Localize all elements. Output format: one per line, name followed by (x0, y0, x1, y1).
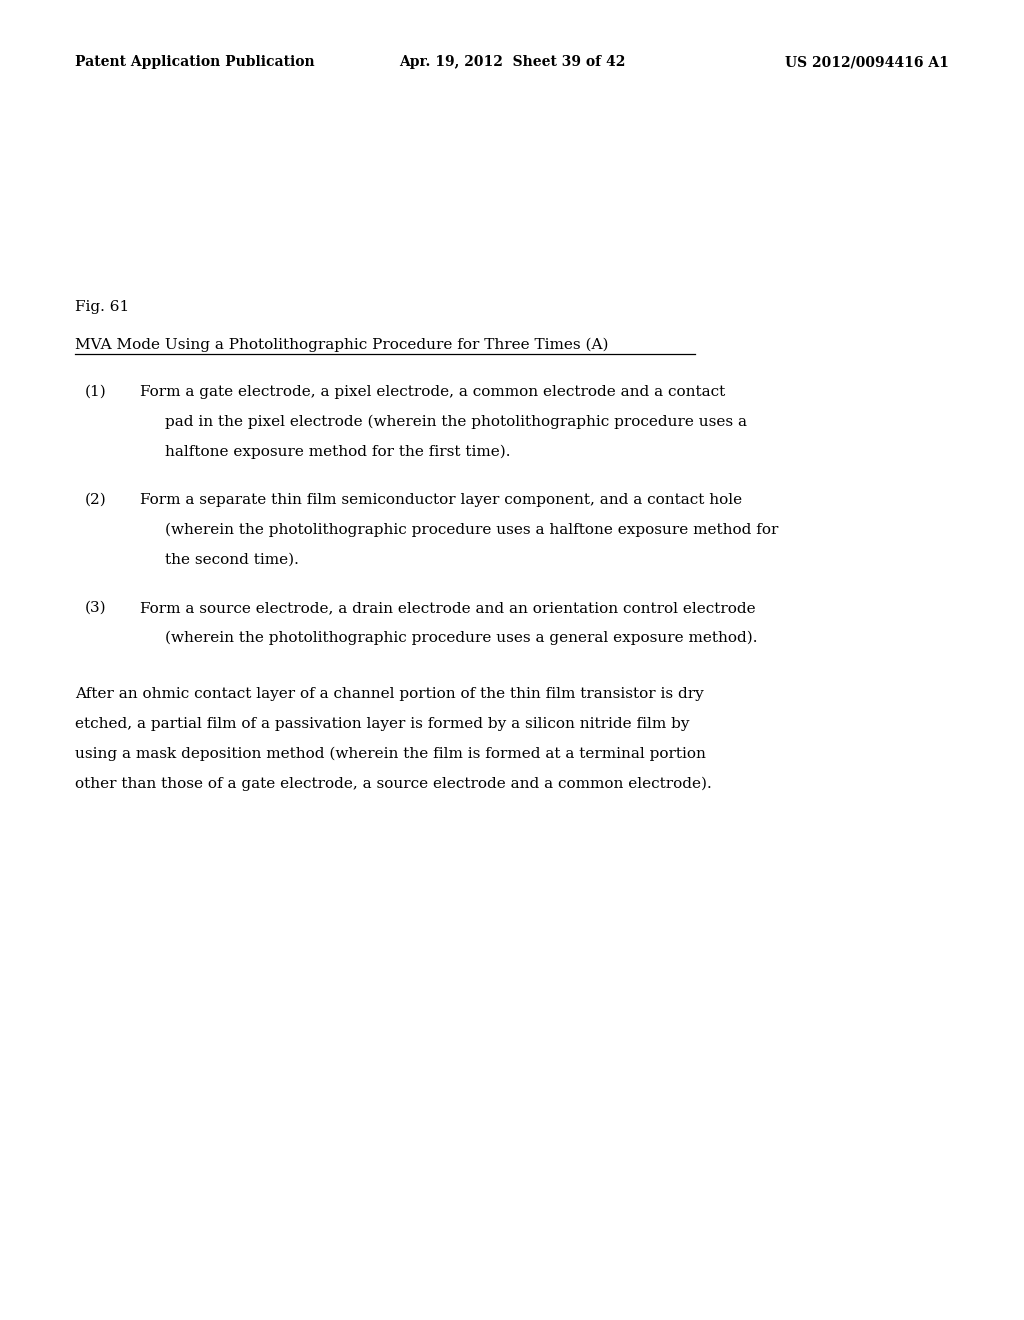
Text: (3): (3) (85, 601, 106, 615)
Text: (wherein the photolithographic procedure uses a halftone exposure method for: (wherein the photolithographic procedure… (165, 523, 778, 537)
Text: Form a gate electrode, a pixel electrode, a common electrode and a contact: Form a gate electrode, a pixel electrode… (140, 385, 725, 399)
Text: using a mask deposition method (wherein the film is formed at a terminal portion: using a mask deposition method (wherein … (75, 747, 706, 762)
Text: halftone exposure method for the first time).: halftone exposure method for the first t… (165, 445, 511, 459)
Text: (wherein the photolithographic procedure uses a general exposure method).: (wherein the photolithographic procedure… (165, 631, 758, 645)
Text: Patent Application Publication: Patent Application Publication (75, 55, 314, 69)
Text: Form a source electrode, a drain electrode and an orientation control electrode: Form a source electrode, a drain electro… (140, 601, 756, 615)
Text: US 2012/0094416 A1: US 2012/0094416 A1 (785, 55, 949, 69)
Text: pad in the pixel electrode (wherein the photolithographic procedure uses a: pad in the pixel electrode (wherein the … (165, 414, 746, 429)
Text: other than those of a gate electrode, a source electrode and a common electrode): other than those of a gate electrode, a … (75, 777, 712, 792)
Text: the second time).: the second time). (165, 553, 299, 568)
Text: Apr. 19, 2012  Sheet 39 of 42: Apr. 19, 2012 Sheet 39 of 42 (398, 55, 626, 69)
Text: (1): (1) (85, 385, 106, 399)
Text: Form a separate thin film semiconductor layer component, and a contact hole: Form a separate thin film semiconductor … (140, 492, 742, 507)
Text: etched, a partial film of a passivation layer is formed by a silicon nitride fil: etched, a partial film of a passivation … (75, 717, 689, 731)
Text: (2): (2) (85, 492, 106, 507)
Text: Fig. 61: Fig. 61 (75, 300, 129, 314)
Text: After an ohmic contact layer of a channel portion of the thin film transistor is: After an ohmic contact layer of a channe… (75, 686, 703, 701)
Text: MVA Mode Using a Photolithographic Procedure for Three Times (A): MVA Mode Using a Photolithographic Proce… (75, 338, 608, 352)
